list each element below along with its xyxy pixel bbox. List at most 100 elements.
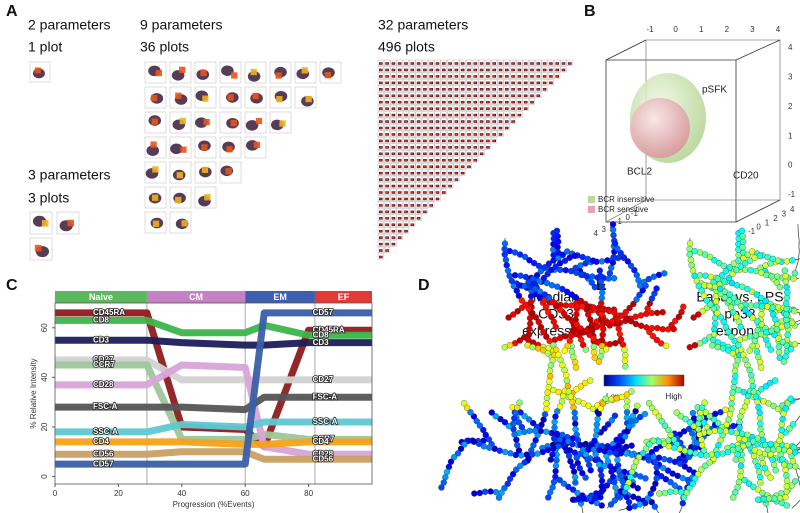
density-core: [392, 243, 395, 245]
density-core: [411, 166, 414, 168]
density-core: [537, 95, 540, 97]
density-core: [392, 101, 395, 103]
tree-node: [783, 502, 790, 509]
tree-node: [588, 279, 595, 286]
tree-node: [598, 305, 605, 313]
density-core: [411, 101, 414, 103]
tree-node: [570, 468, 578, 475]
tick-label: 2: [773, 214, 778, 223]
tree-node: [628, 451, 636, 458]
tree-node: [787, 346, 795, 353]
tree-node: [655, 454, 663, 461]
density-core: [524, 62, 527, 65]
density-core: [379, 211, 382, 213]
tree-node: [774, 257, 782, 264]
density-core: [301, 67, 308, 74]
tick-label: 4: [788, 43, 793, 52]
tree-node: [561, 347, 568, 354]
tree-node: [625, 423, 633, 430]
tick-label: 4: [790, 205, 795, 214]
tree-node: [470, 438, 478, 445]
tree-node: [648, 324, 656, 332]
tree-node: [664, 467, 672, 474]
tree-node: [616, 330, 624, 338]
tree-node: [584, 456, 591, 463]
tree-node: [679, 500, 686, 507]
tree-node: [753, 291, 760, 298]
cube-edge: [605, 39, 647, 61]
tree-node: [695, 420, 702, 427]
density-core: [411, 120, 414, 123]
tree-node: [667, 478, 674, 486]
density-core: [486, 69, 489, 71]
tree-node: [623, 484, 630, 491]
tree-node: [593, 421, 600, 428]
density-core: [537, 75, 540, 78]
tree-node: [755, 468, 763, 475]
density-core: [461, 69, 464, 71]
tree-edge: [657, 511, 660, 513]
density-core: [486, 107, 489, 110]
tree-node: [688, 262, 695, 269]
tree-node: [698, 466, 705, 473]
series-label: CD27: [93, 355, 114, 364]
density-core: [423, 191, 426, 194]
tree-node: [598, 472, 605, 479]
density-core: [474, 133, 477, 136]
density-core: [411, 82, 414, 84]
density-core: [417, 114, 420, 116]
tree-node: [755, 404, 762, 411]
tree-node: [692, 450, 699, 457]
series-label: SSC-A: [93, 427, 118, 436]
density-core: [404, 185, 407, 187]
tree-node: [579, 303, 586, 310]
tree-node: [599, 289, 606, 296]
density-core: [385, 95, 388, 97]
tree-node: [573, 321, 580, 328]
density-core: [448, 95, 451, 97]
tree-node: [746, 347, 753, 354]
density-core: [385, 107, 388, 110]
density-core: [179, 66, 186, 73]
tree-node: [782, 278, 789, 285]
density-core: [404, 120, 407, 123]
tree-node: [737, 462, 745, 469]
density-core: [556, 69, 559, 71]
density-core: [467, 153, 470, 155]
axis-label: pSFK: [702, 85, 727, 96]
density-core: [436, 140, 439, 142]
tree-node: [789, 257, 796, 264]
density-core: [423, 185, 426, 187]
tree-node: [612, 449, 619, 457]
tree-node: [634, 402, 641, 410]
tree-node: [776, 284, 784, 291]
tree-node: [639, 450, 647, 457]
density-core: [230, 119, 237, 127]
density-core: [499, 133, 502, 136]
tree-node: [792, 463, 799, 470]
tree-node: [645, 400, 653, 407]
density-core: [398, 101, 401, 103]
density-core: [436, 159, 439, 161]
tree-node: [594, 415, 601, 423]
x-tick-label: 0: [53, 489, 58, 498]
tree-node: [686, 419, 694, 426]
density-core: [392, 153, 395, 155]
tree-node: [598, 316, 605, 324]
density-core: [379, 172, 382, 174]
tree-edge: [796, 415, 800, 421]
tree-node: [555, 238, 562, 245]
tree-node: [540, 274, 548, 282]
density-core: [455, 153, 458, 155]
density-core: [480, 69, 483, 71]
tree-node: [708, 451, 715, 458]
density-core: [436, 120, 439, 123]
density-core: [385, 153, 388, 155]
tree-node: [764, 341, 772, 348]
density-core: [398, 204, 401, 207]
density-core: [455, 62, 458, 65]
tree-node: [650, 485, 657, 492]
density-core: [461, 62, 464, 65]
density-core: [176, 172, 183, 179]
density-core: [455, 107, 458, 110]
